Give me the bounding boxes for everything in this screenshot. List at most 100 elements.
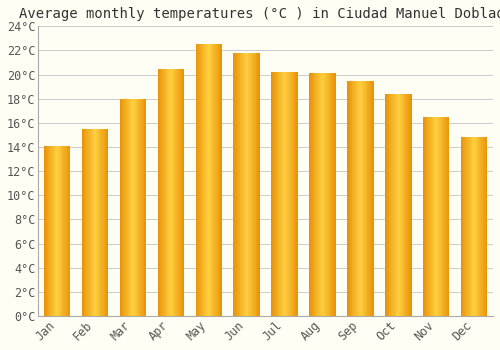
Bar bbox=[198, 44, 199, 316]
Bar bbox=[86, 129, 87, 316]
Bar bbox=[272, 72, 273, 316]
Bar bbox=[472, 137, 473, 316]
Bar bbox=[289, 72, 290, 316]
Bar bbox=[259, 53, 260, 316]
Bar bbox=[311, 74, 312, 316]
Bar bbox=[437, 117, 438, 316]
Bar bbox=[179, 69, 180, 316]
Bar bbox=[360, 80, 362, 316]
Bar bbox=[218, 44, 220, 316]
Bar bbox=[448, 117, 450, 316]
Bar bbox=[221, 44, 222, 316]
Bar bbox=[288, 72, 289, 316]
Bar bbox=[439, 117, 440, 316]
Bar bbox=[176, 69, 177, 316]
Bar bbox=[394, 94, 395, 316]
Bar bbox=[177, 69, 178, 316]
Bar bbox=[478, 137, 480, 316]
Bar bbox=[462, 137, 464, 316]
Bar bbox=[409, 94, 410, 316]
Bar bbox=[89, 129, 90, 316]
Bar bbox=[124, 99, 125, 316]
Bar bbox=[196, 44, 198, 316]
Bar bbox=[330, 74, 332, 316]
Bar bbox=[370, 80, 371, 316]
Bar bbox=[208, 44, 209, 316]
Bar bbox=[467, 137, 468, 316]
Bar bbox=[297, 72, 298, 316]
Bar bbox=[215, 44, 216, 316]
Bar bbox=[206, 44, 207, 316]
Bar bbox=[404, 94, 406, 316]
Bar bbox=[235, 53, 236, 316]
Bar bbox=[444, 117, 445, 316]
Bar bbox=[67, 146, 68, 316]
Bar bbox=[59, 146, 60, 316]
Bar bbox=[408, 94, 409, 316]
Bar bbox=[332, 74, 333, 316]
Bar bbox=[283, 72, 284, 316]
Bar bbox=[130, 99, 131, 316]
Bar bbox=[166, 69, 168, 316]
Bar bbox=[429, 117, 430, 316]
Bar bbox=[393, 94, 394, 316]
Bar bbox=[386, 94, 387, 316]
Bar bbox=[363, 80, 364, 316]
Bar bbox=[276, 72, 278, 316]
Bar bbox=[125, 99, 126, 316]
Bar bbox=[355, 80, 356, 316]
Bar bbox=[426, 117, 428, 316]
Bar bbox=[204, 44, 205, 316]
Bar bbox=[213, 44, 214, 316]
Bar bbox=[168, 69, 169, 316]
Bar bbox=[128, 99, 130, 316]
Bar bbox=[335, 74, 336, 316]
Bar bbox=[161, 69, 162, 316]
Bar bbox=[172, 69, 174, 316]
Bar bbox=[347, 80, 348, 316]
Bar bbox=[202, 44, 203, 316]
Bar bbox=[163, 69, 164, 316]
Bar bbox=[295, 72, 296, 316]
Bar bbox=[325, 74, 326, 316]
Bar bbox=[401, 94, 402, 316]
Bar bbox=[316, 74, 317, 316]
Bar bbox=[368, 80, 369, 316]
Bar bbox=[278, 72, 280, 316]
Bar bbox=[327, 74, 328, 316]
Bar bbox=[94, 129, 95, 316]
Bar bbox=[398, 94, 399, 316]
Bar bbox=[105, 129, 106, 316]
Bar bbox=[282, 72, 283, 316]
Bar bbox=[402, 94, 404, 316]
Bar bbox=[246, 53, 248, 316]
Bar bbox=[96, 129, 97, 316]
Bar bbox=[466, 137, 467, 316]
Bar bbox=[182, 69, 184, 316]
Bar bbox=[390, 94, 391, 316]
Bar bbox=[486, 137, 488, 316]
Bar bbox=[237, 53, 238, 316]
Bar bbox=[365, 80, 366, 316]
Bar bbox=[171, 69, 172, 316]
Bar bbox=[395, 94, 396, 316]
Bar bbox=[238, 53, 240, 316]
Bar bbox=[65, 146, 66, 316]
Bar bbox=[356, 80, 357, 316]
Bar bbox=[312, 74, 313, 316]
Bar bbox=[158, 69, 160, 316]
Bar bbox=[209, 44, 210, 316]
Bar bbox=[396, 94, 398, 316]
Bar bbox=[254, 53, 256, 316]
Bar bbox=[199, 44, 200, 316]
Bar bbox=[58, 146, 59, 316]
Bar bbox=[322, 74, 324, 316]
Bar bbox=[286, 72, 287, 316]
Bar bbox=[287, 72, 288, 316]
Bar bbox=[48, 146, 49, 316]
Bar bbox=[364, 80, 365, 316]
Bar bbox=[98, 129, 100, 316]
Bar bbox=[291, 72, 292, 316]
Bar bbox=[473, 137, 474, 316]
Bar bbox=[140, 99, 141, 316]
